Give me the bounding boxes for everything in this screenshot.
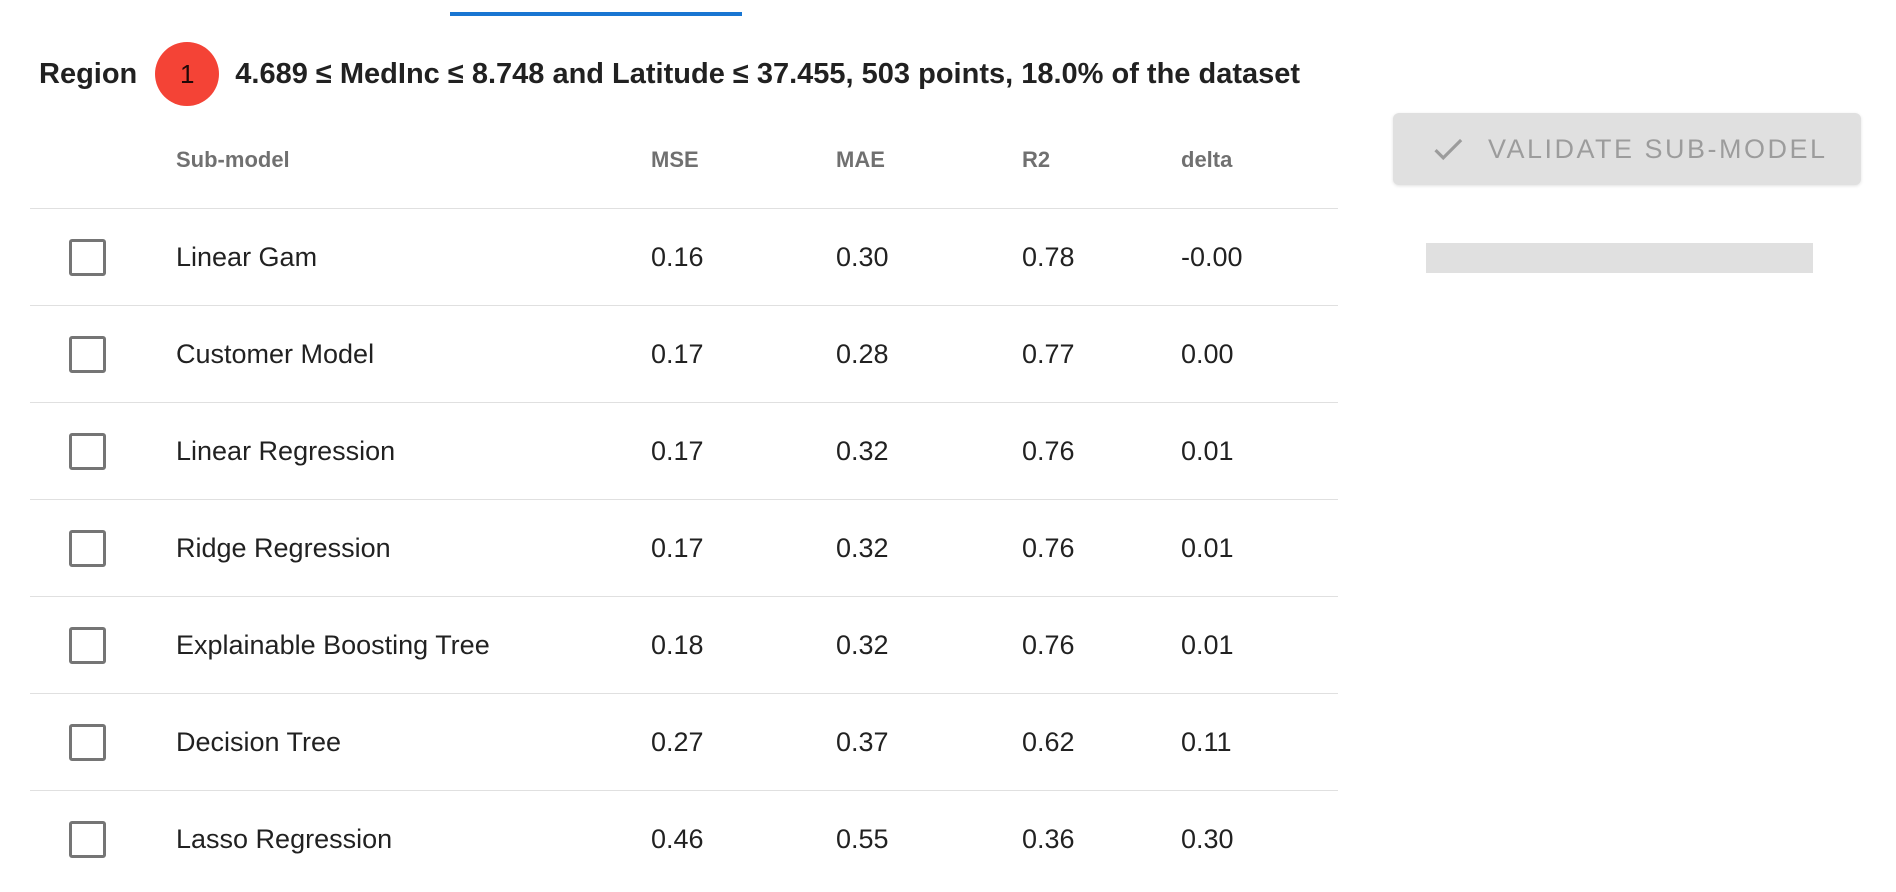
header-mse: MSE bbox=[651, 112, 836, 209]
submodel-name-cell: Linear Regression bbox=[176, 402, 651, 500]
delta-cell: 0.01 bbox=[1181, 402, 1338, 500]
row-checkbox[interactable] bbox=[69, 529, 106, 567]
delta-cell: 0.01 bbox=[1181, 596, 1338, 694]
table-row[interactable]: Decision Tree 0.27 0.37 0.62 0.11 bbox=[30, 693, 1338, 791]
loading-placeholder-bar bbox=[1426, 243, 1813, 273]
validate-button-label: Validate sub-model bbox=[1488, 133, 1828, 164]
row-select-cell bbox=[30, 499, 176, 597]
region-number-badge: 1 bbox=[155, 42, 220, 106]
region-description: 4.689 ≤ MedInc ≤ 8.748 and Latitude ≤ 37… bbox=[235, 57, 1301, 90]
mse-cell: 0.16 bbox=[651, 208, 836, 306]
header-mae: MAE bbox=[836, 112, 1022, 209]
r2-cell: 0.62 bbox=[1022, 693, 1181, 791]
table-row[interactable]: Lasso Regression 0.46 0.55 0.36 0.30 bbox=[30, 791, 1338, 888]
delta-cell: 0.01 bbox=[1181, 499, 1338, 597]
mae-cell: 0.32 bbox=[836, 499, 1022, 597]
submodel-name-cell: Ridge Regression bbox=[176, 499, 651, 597]
mse-cell: 0.17 bbox=[651, 499, 836, 597]
mse-cell: 0.27 bbox=[651, 693, 836, 791]
mae-cell: 0.30 bbox=[836, 208, 1022, 306]
check-icon bbox=[1429, 130, 1467, 168]
submodel-name-cell: Lasso Regression bbox=[176, 823, 393, 854]
row-checkbox[interactable] bbox=[69, 432, 106, 470]
delta-cell: 0.11 bbox=[1181, 693, 1338, 791]
row-checkbox[interactable] bbox=[69, 820, 106, 858]
mae-cell: 0.37 bbox=[836, 693, 1022, 791]
r2-cell: 0.76 bbox=[1022, 402, 1181, 500]
submodel-table: Sub-model MSE MAE R2 delta Linear Gam 0.1… bbox=[30, 112, 1338, 887]
validate-submodel-button[interactable]: Validate sub-model bbox=[1393, 113, 1861, 185]
row-checkbox[interactable] bbox=[69, 238, 106, 276]
region-label: Region bbox=[39, 57, 138, 90]
row-select-cell bbox=[30, 693, 176, 791]
active-tab-indicator bbox=[450, 12, 742, 16]
row-checkbox[interactable] bbox=[69, 723, 106, 761]
mae-cell: 0.55 bbox=[836, 823, 889, 854]
header-select bbox=[30, 112, 176, 209]
submodel-name-cell: Linear Gam bbox=[176, 208, 651, 306]
row-checkbox[interactable] bbox=[69, 335, 106, 373]
region-header: Region 1 4.689 ≤ MedInc ≤ 8.748 and Lati… bbox=[39, 42, 1300, 106]
header-submodel: Sub-model bbox=[176, 112, 651, 209]
row-checkbox[interactable] bbox=[69, 626, 106, 664]
r2-cell: 0.78 bbox=[1022, 208, 1181, 306]
row-select-cell bbox=[30, 402, 176, 500]
r2-cell: 0.76 bbox=[1022, 596, 1181, 694]
r2-cell: 0.76 bbox=[1022, 499, 1181, 597]
mse-cell: 0.18 bbox=[651, 596, 836, 694]
header-r2: R2 bbox=[1022, 112, 1181, 209]
mae-cell: 0.32 bbox=[836, 402, 1022, 500]
mse-cell: 0.17 bbox=[651, 402, 836, 500]
row-select-cell bbox=[30, 305, 176, 403]
mse-cell: 0.46 bbox=[651, 823, 704, 854]
table-body: Linear Gam 0.16 0.30 0.78 -0.00 Customer Mode… bbox=[30, 208, 1338, 888]
mse-cell: 0.17 bbox=[651, 305, 836, 403]
submodel-name-cell: Decision Tree bbox=[176, 693, 651, 791]
mae-cell: 0.32 bbox=[836, 596, 1022, 694]
row-select-cell bbox=[30, 596, 176, 694]
submodel-name-cell: Customer Model bbox=[176, 305, 651, 403]
header-delta: delta bbox=[1181, 112, 1338, 209]
r2-cell: 0.36 bbox=[1022, 823, 1075, 854]
delta-cell: -0.00 bbox=[1181, 208, 1338, 306]
table-header-row: Sub-model MSE MAE R2 delta bbox=[30, 112, 1338, 209]
table-row[interactable]: Ridge Regression 0.17 0.32 0.76 0.01 bbox=[30, 499, 1338, 597]
table-row[interactable]: Linear Regression 0.17 0.32 0.76 0.01 bbox=[30, 402, 1338, 500]
row-select-cell bbox=[30, 791, 176, 888]
row-select-cell bbox=[30, 208, 176, 306]
table-row[interactable]: Customer Model 0.17 0.28 0.77 0.00 bbox=[30, 305, 1338, 403]
delta-cell: 0.30 bbox=[1181, 823, 1234, 854]
table-row[interactable]: Linear Gam 0.16 0.30 0.78 -0.00 bbox=[30, 208, 1338, 306]
r2-cell: 0.77 bbox=[1022, 305, 1181, 403]
mae-cell: 0.28 bbox=[836, 305, 1022, 403]
delta-cell: 0.00 bbox=[1181, 305, 1338, 403]
table-row[interactable]: Explainable Boosting Tree 0.18 0.32 0.76 0.0… bbox=[30, 596, 1338, 694]
submodel-name-cell: Explainable Boosting Tree bbox=[176, 596, 651, 694]
